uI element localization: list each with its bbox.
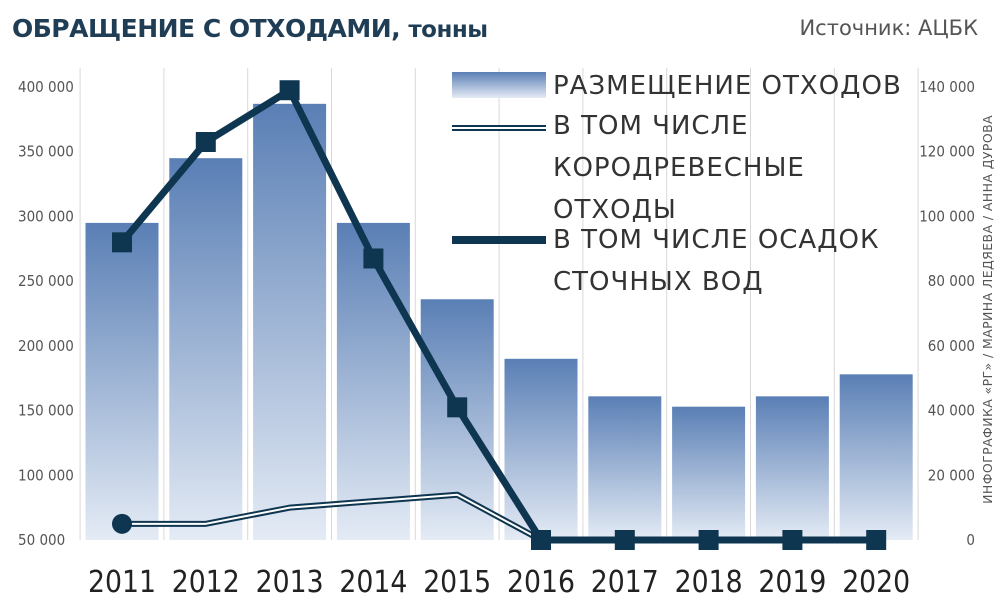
x-axis-tick-label: 2012: [172, 565, 240, 600]
thick-line-marker: [614, 530, 635, 550]
chart-title-unit: тонны: [408, 17, 488, 43]
legend-label-thin-line: ОТХОДЫ: [553, 195, 677, 225]
thick-line-marker: [698, 530, 719, 550]
bar: [169, 158, 243, 540]
x-axis-tick-label: 2013: [256, 565, 324, 600]
left-axis-tick-label: 400 000: [18, 78, 74, 96]
bar: [336, 222, 410, 540]
x-axis-tick-label: 2014: [339, 565, 407, 600]
left-axis-tick-label: 50 000: [18, 531, 65, 549]
legend-swatch-bar: [452, 72, 546, 98]
line-series: [112, 80, 887, 550]
thick-line-marker: [782, 530, 803, 550]
right-axis-tick-label: 20 000: [928, 466, 975, 484]
right-axis-tick-label: 60 000: [928, 337, 975, 355]
thick-line-marker: [447, 397, 468, 418]
bar-series: [85, 103, 913, 540]
legend-label-thin-line: В ТОМ ЧИСЛЕ: [553, 111, 749, 141]
left-axis-tick-label: 250 000: [18, 272, 74, 290]
thick-line-marker: [279, 80, 300, 101]
legend-label-thin-line: КОРОДРЕВЕСНЫЕ: [553, 153, 805, 183]
x-axis-tick-label: 2020: [842, 565, 910, 600]
source-note: Источник: АЦБК: [799, 16, 978, 40]
x-axis-tick-label: 2018: [675, 565, 743, 600]
right-axis-ticks: 140 000 120 000 100 000 80 000 60 000 40 000 2…: [919, 78, 975, 549]
right-axis-tick-label: 40 000: [928, 402, 975, 420]
thick-line-marker: [195, 132, 216, 153]
legend-label-bar: РАЗМЕЩЕНИЕ ОТХОДОВ: [553, 71, 902, 101]
thick-line: [119, 86, 877, 544]
chart-title: ОБРАЩЕНИЕ С ОТХОДАМИ, тонны: [12, 14, 488, 43]
left-axis-ticks: 400 000 350 000 300 000 250 000 200 000 150 0…: [18, 78, 74, 549]
bar: [504, 358, 578, 540]
thick-line-marker: [363, 248, 384, 269]
bar: [588, 396, 662, 540]
x-axis-tick-label: 2017: [591, 565, 659, 600]
bar: [672, 406, 746, 540]
left-axis-tick-label: 300 000: [18, 207, 74, 225]
right-axis-tick-label: 100 000: [919, 207, 975, 225]
left-axis-tick-label: 100 000: [18, 466, 74, 484]
left-axis-tick-label: 200 000: [18, 337, 74, 355]
grid-lines: [79, 68, 919, 540]
thick-line-marker: [112, 232, 132, 253]
x-axis-tick-label: 2019: [758, 565, 826, 600]
left-axis-tick-label: 150 000: [18, 402, 74, 420]
x-axis-tick-label: 2016: [507, 565, 575, 600]
x-axis-tick-label: 2011: [88, 565, 156, 600]
left-axis-tick-label: 350 000: [18, 143, 74, 161]
legend: РАЗМЕЩЕНИЕ ОТХОДОВ В ТОМ ЧИСЛЕ КОРОДРЕВЕСН…: [452, 71, 902, 297]
thick-line-marker: [866, 530, 887, 550]
bar: [85, 222, 159, 540]
bar: [755, 396, 829, 540]
legend-label-thick-line: СТОЧНЫХ ВОД: [553, 267, 764, 297]
chart-title-main: ОБРАЩЕНИЕ С ОТХОДАМИ,: [12, 14, 401, 43]
x-axis-ticks: 2011 2012 2013 2014 2015 2016 2017 2018 2019 2020: [88, 565, 910, 600]
thick-line-marker: [531, 530, 551, 550]
bar: [420, 299, 494, 540]
right-axis-tick-label: 80 000: [928, 272, 975, 290]
bar: [839, 374, 913, 540]
x-axis-tick-label: 2015: [423, 565, 491, 600]
thin-line-marker: [112, 513, 132, 534]
right-axis-tick-label: 140 000: [919, 78, 975, 96]
right-axis-tick-label: 120 000: [919, 143, 975, 161]
right-axis-tick-label: 0: [966, 531, 975, 549]
bar: [253, 103, 327, 540]
legend-label-thick-line: В ТОМ ЧИСЛЕ ОСАДОК: [553, 225, 879, 255]
